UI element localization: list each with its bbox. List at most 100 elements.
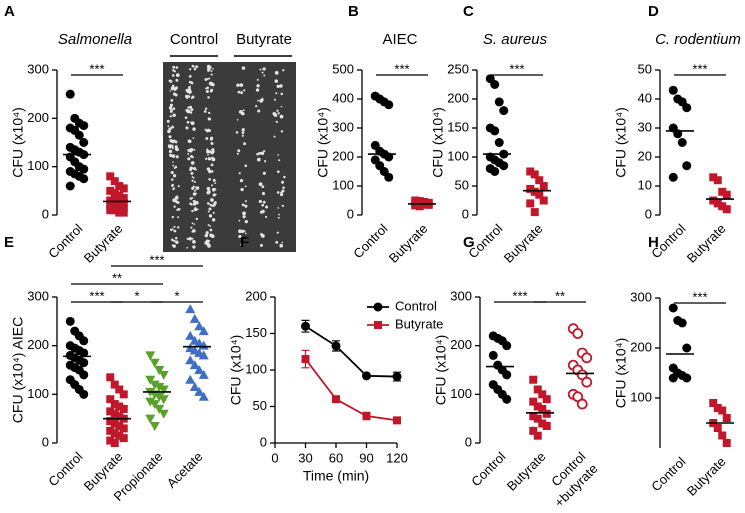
point (115, 385, 124, 394)
colony (211, 218, 216, 222)
y-tick-label: 100 (447, 148, 469, 163)
colony (191, 209, 194, 213)
colony (237, 90, 241, 94)
point (145, 414, 156, 424)
point (79, 138, 89, 147)
colony (194, 200, 199, 205)
colony (210, 170, 214, 173)
point (709, 173, 718, 182)
colony (195, 217, 199, 221)
colony (272, 111, 276, 116)
colony (192, 127, 196, 131)
colony (208, 207, 212, 211)
colony (207, 96, 210, 99)
colony (242, 215, 246, 219)
colony (169, 90, 172, 92)
colony (189, 111, 193, 114)
point (502, 341, 512, 351)
point (533, 414, 542, 423)
colony (261, 203, 265, 207)
colony (281, 241, 284, 244)
point (110, 201, 119, 210)
colony (265, 206, 268, 209)
point (106, 407, 115, 416)
point (115, 208, 124, 217)
point (373, 302, 383, 312)
colony (236, 152, 239, 155)
y-tick-label: 0 (347, 206, 354, 221)
colony (278, 213, 280, 216)
colony (275, 240, 279, 244)
y-tick-label: 40 (638, 90, 652, 105)
colony (240, 229, 245, 234)
colony (244, 200, 247, 203)
y-tick-label: 200 (332, 148, 354, 163)
y-tick-label: 200 (27, 110, 49, 125)
significance-label: *** (89, 288, 104, 303)
point (79, 174, 89, 184)
colony (174, 236, 178, 240)
colony (259, 99, 262, 102)
point (713, 424, 722, 432)
point (119, 198, 128, 207)
colony (282, 69, 285, 72)
colony (187, 152, 190, 155)
point (185, 330, 196, 340)
colony (211, 157, 216, 162)
colony (193, 148, 196, 151)
y-tick-label: 100 (332, 177, 354, 192)
colony (206, 167, 211, 171)
colony (244, 185, 247, 188)
colony (212, 211, 215, 214)
point (362, 411, 371, 420)
colony (175, 155, 179, 159)
colony (174, 195, 179, 200)
point (198, 391, 209, 401)
point (79, 358, 89, 368)
colony (172, 174, 177, 178)
point (530, 187, 539, 196)
point (110, 429, 119, 438)
point (119, 404, 128, 413)
colony (171, 183, 174, 186)
point (65, 316, 75, 326)
colony (244, 232, 247, 235)
colony (173, 225, 176, 228)
point (713, 404, 722, 412)
point (718, 406, 727, 415)
colony (187, 157, 191, 161)
y-tick-label: 10 (638, 177, 652, 192)
y-tick-label: 50 (638, 61, 652, 76)
x-tick-label: Butyrate (81, 221, 126, 266)
colony (169, 115, 172, 118)
colony (187, 95, 191, 98)
colony (175, 147, 179, 152)
colony (259, 210, 263, 214)
x-tick-label: 90 (359, 450, 373, 465)
colony (172, 113, 176, 117)
point (535, 190, 544, 199)
colony (172, 164, 175, 167)
point (538, 404, 547, 413)
colony (189, 150, 193, 153)
colony (193, 67, 197, 71)
colony (192, 245, 196, 249)
colony (171, 84, 175, 88)
colony (209, 225, 212, 227)
colony (279, 114, 284, 119)
colony (240, 243, 242, 246)
colony (189, 68, 192, 71)
point (668, 172, 678, 182)
colony (208, 177, 211, 181)
colony (186, 97, 189, 100)
colony (211, 82, 215, 87)
colony (185, 126, 189, 130)
point (79, 370, 89, 380)
colony (206, 186, 211, 191)
colony (283, 175, 286, 179)
panel-title: AIEC (382, 31, 417, 48)
point (110, 419, 119, 428)
point (490, 126, 500, 136)
y-tick-label: 150 (447, 119, 469, 134)
colony (189, 166, 193, 170)
